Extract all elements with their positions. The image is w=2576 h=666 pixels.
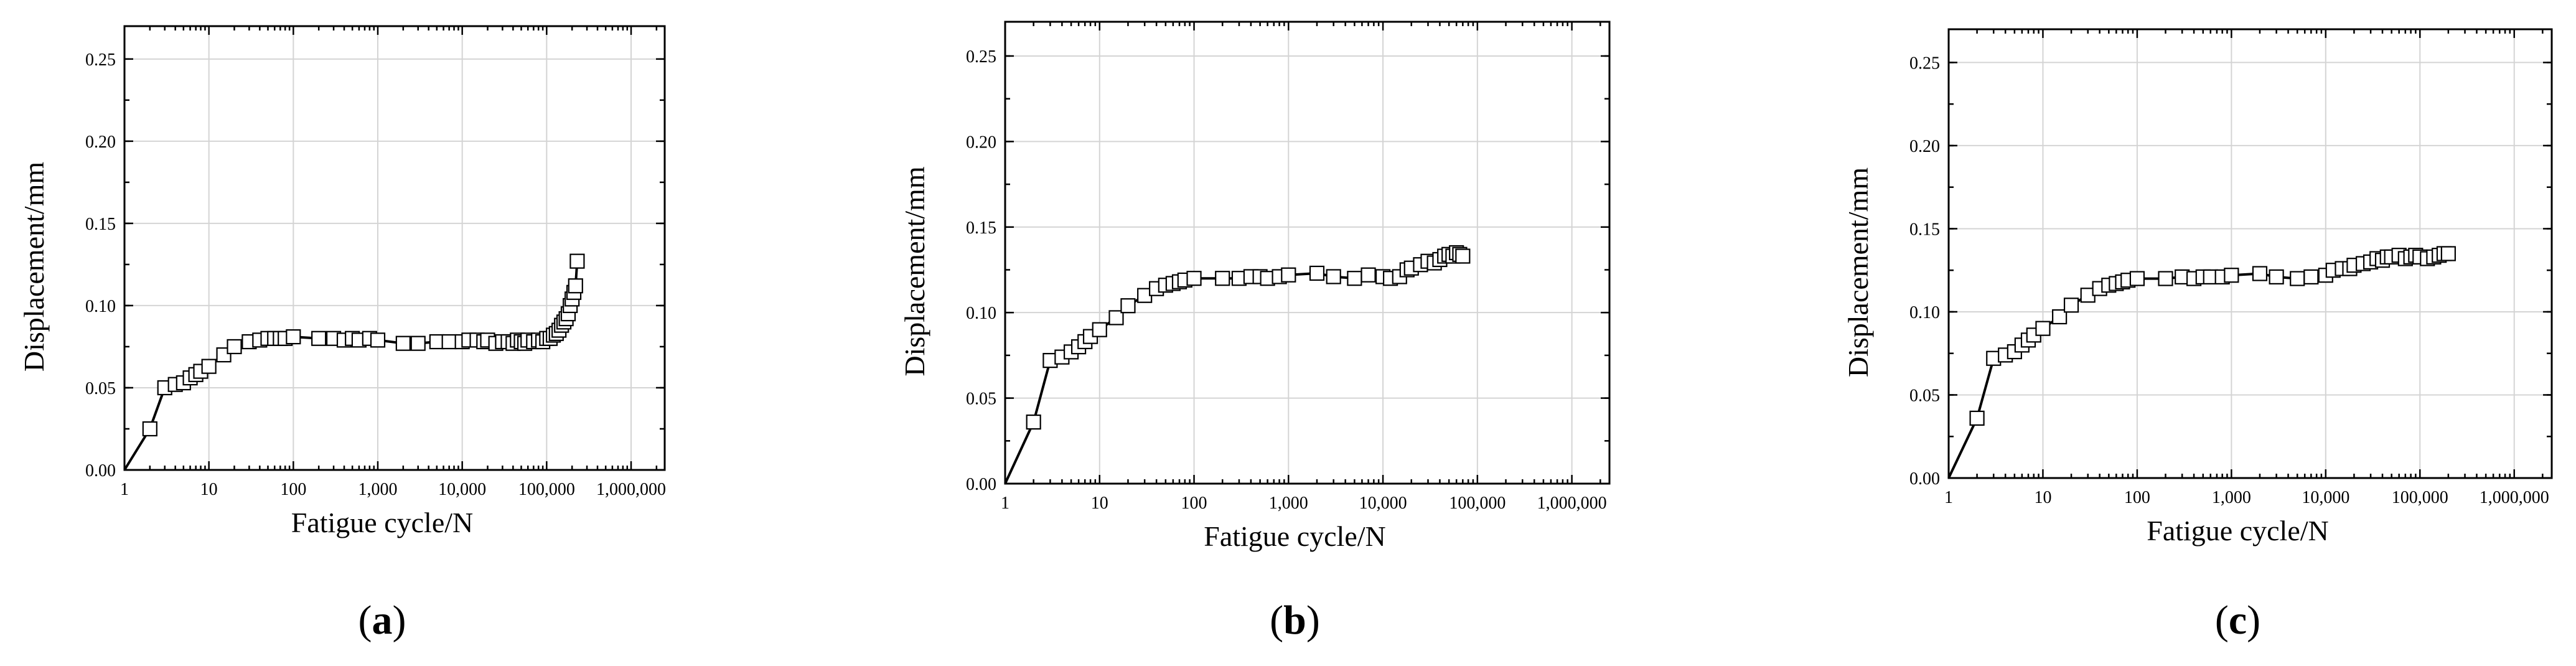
x-tick-label: 1,000,000 (596, 480, 666, 499)
y-tick-label: 0.20 (1909, 137, 1940, 156)
data-point (1281, 267, 1296, 283)
data-point (1120, 298, 1136, 314)
x-axis-title: Fatigue cycle/N (291, 507, 474, 538)
y-axis-title: Displacement/mm (899, 166, 930, 376)
series-line (1004, 251, 1464, 484)
data-point (370, 332, 386, 348)
chart-panel-c: 1 10 100 1,000 10,000 100,000 1,000,000 0.00 0.0… (1842, 28, 2553, 643)
x-tick-label: 10,000 (1359, 494, 1407, 513)
y-tick-label: 0.20 (966, 133, 996, 152)
panel-letter: a (372, 598, 393, 643)
x-tick-label: 1,000 (358, 480, 398, 499)
data-point (227, 339, 242, 355)
data-point (1108, 310, 1124, 326)
chart-panel-a: 1 10 100 1,000 10,000 100,000 1,000,000 0.00 0.0… (18, 25, 666, 643)
plot-frame (1947, 28, 2553, 479)
x-tick-label: 100 (280, 480, 306, 499)
y-tick-label: 0.15 (85, 215, 116, 234)
x-tick-label: 10,000 (438, 480, 486, 499)
panel-letter: c (2229, 598, 2247, 643)
x-tick-label: 1,000,000 (1537, 494, 1607, 513)
plot-frame (123, 25, 666, 471)
data-point (286, 329, 301, 345)
data-point (1361, 267, 1376, 283)
data-point (2224, 268, 2239, 283)
x-axis-title: Fatigue cycle/N (2147, 515, 2329, 546)
series-line (123, 261, 579, 471)
y-tick-label: 0.05 (1909, 386, 1940, 405)
data-point (311, 331, 327, 346)
y-tick-label: 0.25 (85, 50, 116, 70)
x-tick-label: 100,000 (518, 480, 575, 499)
y-tick-label: 0.25 (1909, 54, 1940, 73)
data-point (410, 335, 426, 351)
y-tick-label: 0.15 (966, 218, 996, 238)
panel-label: (c) (2215, 598, 2260, 643)
data-point (1309, 265, 1325, 281)
y-tick-label: 0.10 (966, 304, 996, 323)
data-point (1455, 248, 1471, 264)
data-point (2063, 298, 2079, 313)
y-axis-title: Displacement/mm (18, 162, 50, 372)
data-point (2440, 246, 2456, 261)
x-tick-label: 1 (120, 480, 129, 499)
data-point (142, 421, 157, 437)
plot-frame (1004, 21, 1611, 485)
x-tick-label: 1 (1944, 488, 1953, 507)
y-tick-label: 0.15 (1909, 220, 1940, 239)
data-point (1186, 271, 1202, 286)
data-point (2129, 271, 2145, 286)
y-tick-label: 0.10 (1909, 303, 1940, 322)
data-point (2052, 309, 2068, 325)
data-point (1026, 414, 1041, 430)
y-tick-label: 0.20 (85, 133, 116, 152)
data-point (1347, 271, 1362, 286)
data-point (1215, 271, 1230, 286)
y-tick-label: 0.05 (85, 379, 116, 398)
data-point (2269, 269, 2284, 284)
y-axis-title: Displacement/mm (1842, 167, 1874, 377)
x-axis-title: Fatigue cycle/N (1204, 520, 1386, 552)
data-point (569, 253, 585, 269)
x-tick-label: 10 (200, 480, 218, 499)
x-tick-label: 10,000 (2302, 488, 2349, 507)
y-tick-label: 0.05 (966, 390, 996, 409)
data-point (1969, 410, 1985, 426)
x-tick-label: 100 (2124, 488, 2150, 507)
data-point (568, 278, 583, 294)
panel-label: (a) (358, 598, 406, 643)
x-tick-label: 10 (2034, 488, 2051, 507)
x-tick-label: 1 (1001, 494, 1009, 513)
chart-panel-b: 1 10 100 1,000 10,000 100,000 1,000,000 0.00 0.0… (899, 21, 1611, 643)
x-tick-label: 10 (1091, 494, 1108, 513)
x-tick-label: 1,000 (1269, 494, 1308, 513)
x-tick-label: 100,000 (2392, 488, 2448, 507)
data-point (2158, 271, 2173, 286)
panel-label: (b) (1270, 598, 1320, 643)
panel-letter: b (1283, 598, 1306, 643)
series-line (1947, 252, 2448, 479)
data-point (2303, 269, 2319, 284)
data-point (429, 334, 444, 350)
x-tick-label: 1,000,000 (2480, 488, 2549, 507)
x-tick-label: 1,000 (2212, 488, 2251, 507)
data-point (395, 335, 411, 351)
x-tick-label: 100,000 (1449, 494, 1506, 513)
data-point (441, 334, 457, 350)
y-tick-label: 0.25 (966, 47, 996, 67)
y-tick-label: 0.10 (85, 297, 116, 316)
data-point (1326, 269, 1341, 284)
x-tick-label: 100 (1181, 494, 1207, 513)
data-point (1092, 322, 1107, 337)
data-point (2290, 271, 2305, 286)
data-point (2035, 321, 2051, 336)
y-tick-label: 0.00 (1909, 469, 1940, 489)
y-tick-label: 0.00 (966, 475, 996, 494)
y-tick-label: 0.00 (85, 461, 116, 481)
data-point (201, 359, 217, 374)
data-point (2252, 266, 2268, 281)
